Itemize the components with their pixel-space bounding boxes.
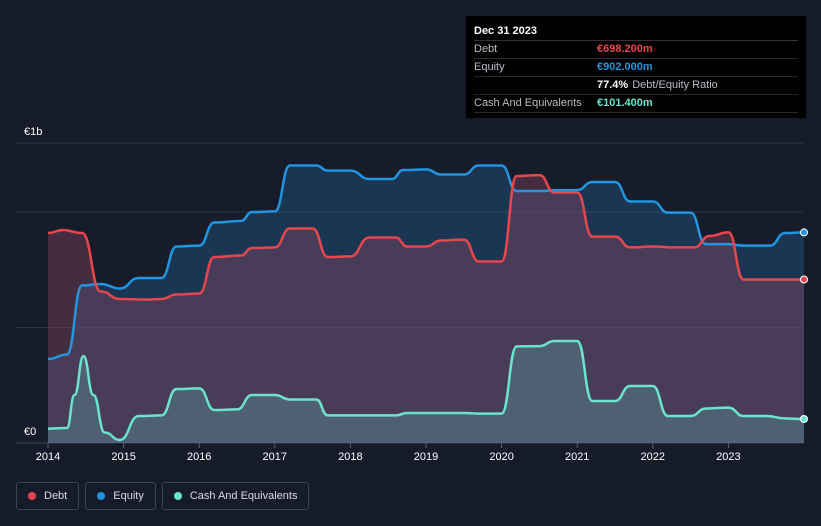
area-equity — [48, 165, 804, 443]
tooltip-ratio-value: 77.4% — [597, 79, 629, 91]
tooltip-row-equity: Equity €902.000m — [474, 59, 798, 77]
line-cash-and-equivalents — [47, 339, 805, 442]
legend-label-debt: Debt — [44, 490, 68, 502]
legend-label-cash: Cash And Equivalents — [189, 490, 298, 502]
legend-dot-equity — [97, 492, 106, 500]
line-equity — [47, 164, 805, 361]
tooltip-row-debt: Debt €698.200m — [474, 41, 798, 59]
y-axis-bottom-label: €0 — [24, 426, 36, 438]
x-tick-label-2023: 2023 — [716, 451, 740, 463]
tooltip-row-cash: Cash And Equivalents €101.400m — [474, 95, 798, 113]
endpoint-cash-and-equivalents — [800, 415, 808, 423]
series-lines — [47, 164, 805, 442]
tooltip-cash-label: Cash And Equivalents — [474, 97, 582, 109]
chart-legend: Debt Equity Cash And Equivalents — [16, 482, 310, 510]
tooltip-equity-value: €902.000m — [597, 61, 653, 73]
x-tick-label-2014: 2014 — [36, 451, 60, 463]
y-axis-top-label: €1b — [24, 126, 42, 138]
plot-background — [16, 143, 804, 443]
legend-item-cash[interactable]: Cash And Equivalents — [161, 482, 310, 510]
legend-dot-debt — [28, 492, 36, 500]
gridlines — [16, 142, 804, 444]
line-debt — [47, 173, 804, 301]
endpoint-equity — [800, 228, 808, 237]
tooltip-equity-label: Equity — [474, 61, 505, 73]
x-tick-label-2019: 2019 — [414, 451, 438, 463]
legend-item-debt[interactable]: Debt — [16, 482, 80, 510]
x-axis-ticks: 2014 2015 2016 2017 2018 2019 2020 2021 2022 2023 — [36, 443, 741, 463]
legend-label-equity: Equity — [113, 490, 144, 502]
x-tick-label-2018: 2018 — [338, 451, 362, 463]
x-tick-label-2021: 2021 — [565, 451, 589, 463]
x-tick-label-2016: 2016 — [187, 451, 211, 463]
tooltip-ratio-label: Debt/Equity Ratio — [632, 79, 718, 91]
tooltip-panel: Dec 31 2023 Debt €698.200m Equity €902.0… — [466, 16, 806, 118]
tooltip-debt-label: Debt — [474, 43, 498, 55]
legend-dot-cash — [173, 492, 182, 500]
tooltip-cash-value: €101.400m — [597, 97, 653, 109]
endpoint-debt — [800, 275, 808, 284]
x-tick-label-2017: 2017 — [263, 451, 287, 463]
area-cash-and-equivalents — [48, 341, 804, 443]
legend-item-equity[interactable]: Equity — [85, 482, 156, 510]
x-tick-label-2022: 2022 — [641, 451, 665, 463]
series-endpoints — [800, 228, 808, 423]
area-debt — [48, 175, 804, 443]
series-areas — [48, 165, 804, 443]
x-tick-label-2015: 2015 — [111, 451, 135, 463]
tooltip-date: Dec 31 2023 — [474, 23, 798, 41]
tooltip-debt-value: €698.200m — [597, 43, 653, 55]
tooltip-row-ratio: 77.4% Debt/Equity Ratio — [474, 77, 798, 95]
x-tick-label-2020: 2020 — [489, 451, 513, 463]
